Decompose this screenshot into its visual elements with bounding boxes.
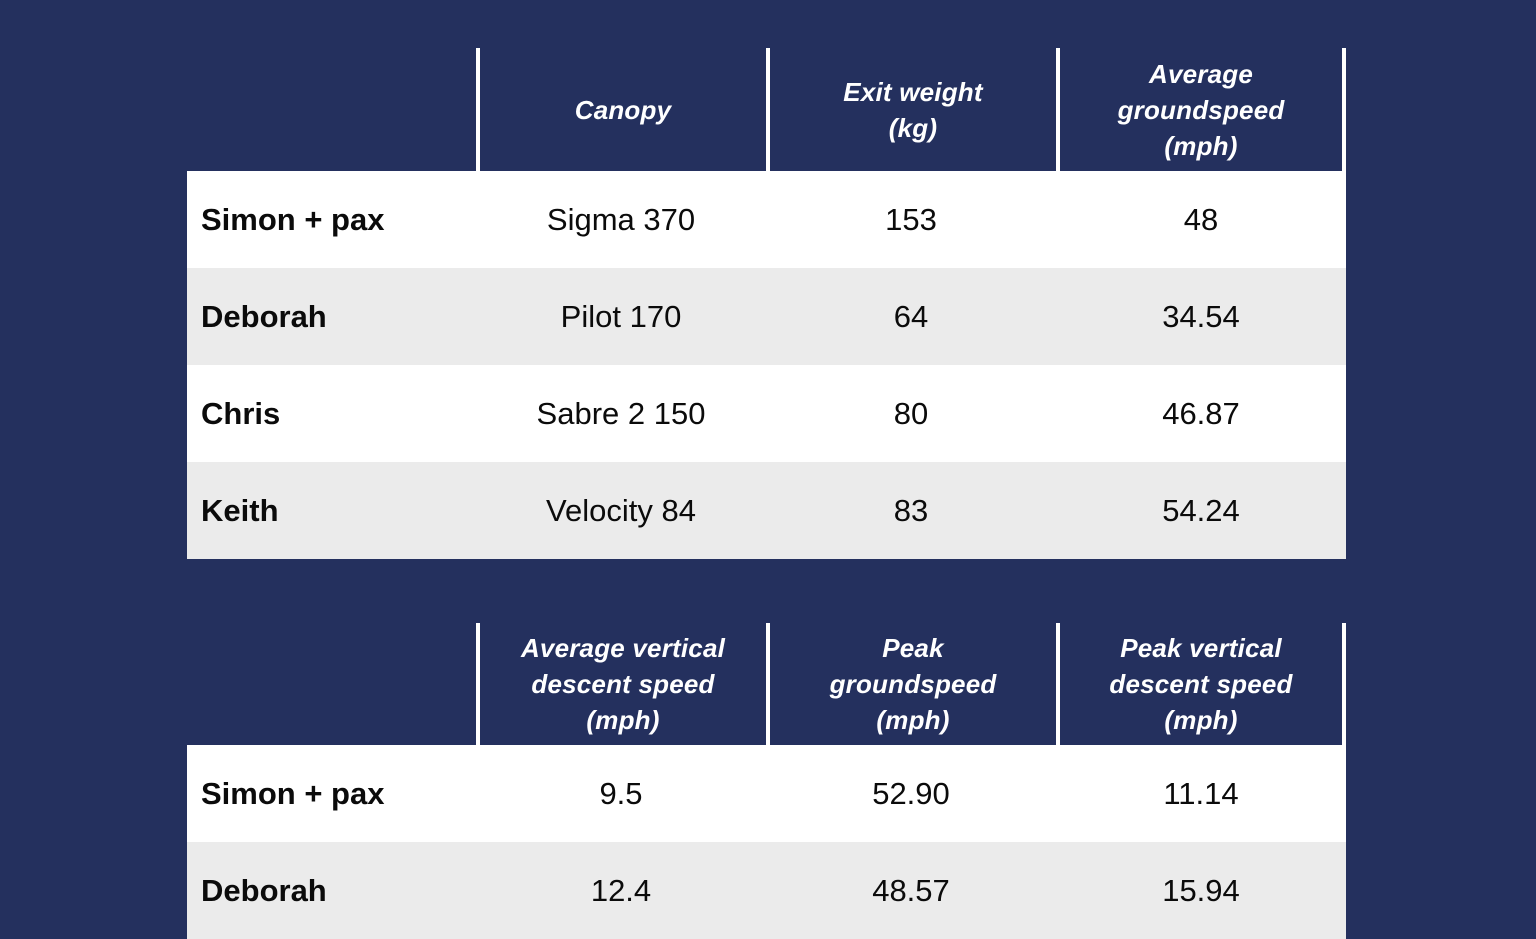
table-row: Deborah 12.4 48.57 15.94 (187, 842, 1346, 939)
row-label: Keith (201, 492, 279, 528)
row-label: Simon + pax (201, 775, 385, 811)
cell-value: 83 (893, 492, 929, 528)
cell-value: 80 (893, 395, 929, 431)
header-spacer (187, 48, 476, 171)
column-header-line: (mph) (1164, 130, 1238, 161)
table-row: Keith Velocity 84 83 54.24 (187, 462, 1346, 559)
cell-value: 11.14 (1163, 775, 1239, 811)
table-row: Simon + pax Sigma 370 153 48 (187, 171, 1346, 268)
column-header-line: Average vertical (520, 633, 726, 663)
column-header: Canopy (476, 48, 766, 171)
speeds-table-header-row: Average vertical descent speed (mph) Peak gr… (187, 623, 1346, 745)
cell-value: 34.54 (1162, 298, 1240, 334)
cell-value: 153 (885, 201, 937, 237)
column-header-line: Canopy (574, 94, 672, 125)
column-header-line: Peak (882, 633, 944, 663)
cell-value: 48 (1183, 201, 1219, 237)
speeds-table: Average vertical descent speed (mph) Peak gr… (187, 623, 1346, 939)
column-header-line: Average (1148, 58, 1254, 89)
cell-value: Pilot 170 (560, 298, 682, 334)
cell-value: 52.90 (872, 775, 950, 811)
column-header: Average groundspeed (mph) (1056, 48, 1346, 171)
column-header-line: descent speed (1109, 669, 1293, 699)
column-header-line: (kg) (888, 112, 938, 143)
table-row: Chris Sabre 2 150 80 46.87 (187, 365, 1346, 462)
column-header-line: groundspeed (829, 669, 997, 699)
column-header-line: (mph) (586, 705, 660, 735)
cell-value: 64 (893, 298, 929, 334)
cell-value: 54.24 (1162, 492, 1240, 528)
cell-value: 12.4 (590, 872, 652, 908)
table-row: Simon + pax 9.5 52.90 11.14 (187, 745, 1346, 842)
cell-value: 9.5 (599, 775, 643, 811)
column-header: Peak vertical descent speed (mph) (1056, 623, 1346, 745)
column-header-line: (mph) (1164, 705, 1238, 735)
header-spacer (187, 623, 476, 745)
cell-value: Velocity 84 (546, 492, 696, 528)
cell-value: 46.87 (1162, 395, 1240, 431)
canopy-table-header-row: Canopy Exit weight (kg) Average groundspeed (… (187, 48, 1346, 171)
speeds-table-body: Simon + pax 9.5 52.90 11.14 Deborah 12.4 48.57… (187, 745, 1346, 939)
column-header-line: Exit weight (843, 76, 983, 107)
cell-value: Sabre 2 150 (536, 395, 706, 431)
canopy-table: Canopy Exit weight (kg) Average groundspeed (… (187, 48, 1346, 559)
column-header-line: (mph) (876, 705, 950, 735)
cell-value: 48.57 (872, 872, 950, 908)
canopy-table-body: Simon + pax Sigma 370 153 48 Deborah Pilot 17… (187, 171, 1346, 559)
row-label: Deborah (201, 872, 327, 908)
column-header-line: descent speed (531, 669, 715, 699)
column-header: Exit weight (kg) (766, 48, 1056, 171)
row-label: Chris (201, 395, 281, 431)
cell-value: Sigma 370 (546, 201, 696, 237)
column-header: Average vertical descent speed (mph) (476, 623, 766, 745)
cell-value: 15.94 (1162, 872, 1240, 908)
column-header: Peak groundspeed (mph) (766, 623, 1056, 745)
row-label: Simon + pax (201, 201, 385, 237)
row-label: Deborah (201, 298, 327, 334)
table-row: Deborah Pilot 170 64 34.54 (187, 268, 1346, 365)
column-header-line: Peak vertical (1120, 633, 1282, 663)
column-header-line: groundspeed (1117, 94, 1285, 125)
